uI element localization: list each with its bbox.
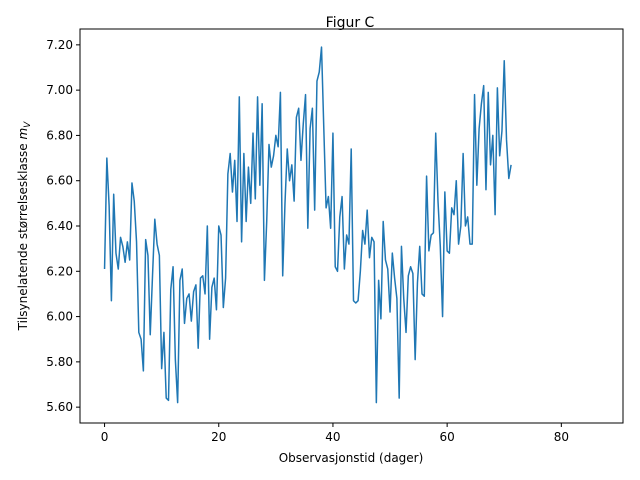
plot-area [103,46,512,404]
y-axis-label-subscript: V [23,121,33,128]
y-tick-label: 5.60 [46,400,73,414]
y-tick-label: 6.20 [46,264,73,278]
x-axis-ticks: 0 20 40 60 80 [101,423,569,444]
x-tick-label: 80 [554,430,569,444]
x-tick-label: 40 [325,430,340,444]
y-tick-label: 7.20 [46,38,73,52]
chart-title: Figur C [326,15,375,31]
y-axis-label-main: Tilsynelatende størrelsesklasse [16,140,30,332]
y-axis-label: Tilsynelatende størrelsesklasse mV [16,121,33,332]
y-tick-label: 5.80 [46,355,73,369]
x-tick-label: 20 [211,430,226,444]
y-axis-label-symbol: m [16,128,30,140]
plot-frame [79,28,624,424]
y-tick-label: 6.40 [46,219,73,233]
y-tick-label: 6.00 [46,310,73,324]
x-tick-label: 60 [439,430,454,444]
y-tick-label: 6.60 [46,174,73,188]
series-line-0 [103,46,512,404]
x-tick-label: 0 [101,430,109,444]
x-axis-label: Observasjonstid (dager) [279,451,424,465]
y-tick-label: 7.00 [46,83,73,97]
y-tick-label: 6.80 [46,128,73,142]
y-axis-ticks: 5.60 5.80 6.00 6.20 6.40 6.60 6.80 7.00 7.20 [46,38,80,414]
